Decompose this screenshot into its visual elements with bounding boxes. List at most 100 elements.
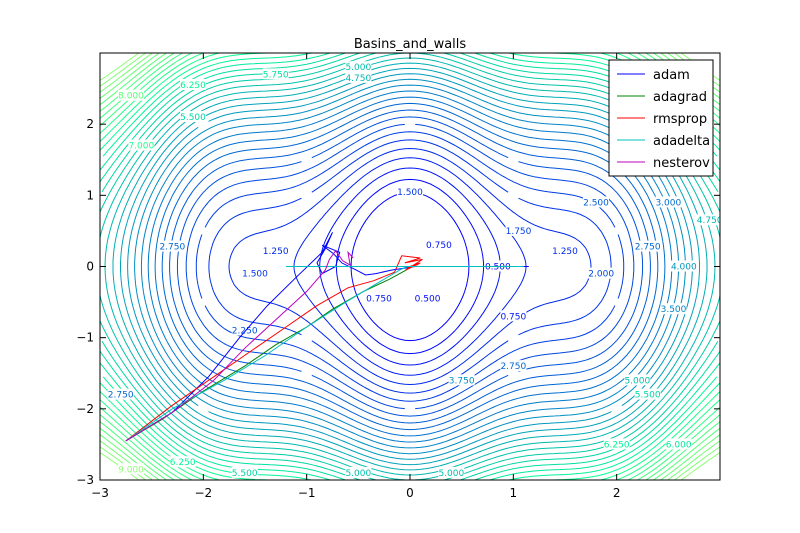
- contour-label: 5.000: [624, 376, 650, 386]
- legend: adam adagrad rmsprop adadelta nesterov: [608, 59, 714, 177]
- contour-label: 2.750: [500, 362, 526, 372]
- contour-label: 1.250: [552, 247, 578, 257]
- series-line-rmsprop: [125, 255, 423, 442]
- contour-label-background: [665, 438, 692, 450]
- contour-line: [335, 178, 485, 355]
- contour-label-background: [670, 260, 697, 272]
- contour-label-background: [345, 61, 372, 73]
- y-tick-label: −2: [76, 402, 94, 416]
- contour-label-background: [397, 185, 423, 197]
- contour-label: 8.000: [118, 92, 144, 102]
- contour-label-background: [505, 224, 532, 236]
- contour-label: 5.500: [232, 469, 258, 479]
- contour-label-background: [696, 214, 720, 226]
- contour-label: 2.750: [635, 243, 661, 253]
- contour-label-background: [180, 79, 206, 91]
- contour-label: 2.750: [159, 243, 185, 253]
- x-tick-label: −1: [298, 486, 316, 500]
- contour-label: 5.500: [635, 391, 661, 401]
- contour-line: [161, 102, 659, 431]
- y-tick-label: −1: [76, 331, 94, 345]
- contour-label-background: [118, 89, 144, 101]
- contour-label-background: [634, 240, 661, 252]
- contour-line: [195, 131, 625, 402]
- contour-label-background: [118, 463, 144, 475]
- contour-label-background: [583, 196, 609, 208]
- contour-line: [319, 167, 501, 366]
- contour-label: 4.000: [671, 263, 697, 273]
- contour-label: 5.000: [345, 469, 371, 479]
- contour-label: 1.500: [397, 188, 423, 198]
- contour-label: 0.750: [366, 295, 392, 305]
- legend-label-nesterov: nesterov: [653, 156, 710, 171]
- contour-line: [208, 139, 612, 394]
- contour-label-background: [500, 360, 527, 372]
- contour-label-background: [180, 111, 206, 123]
- contour-label: 2.500: [583, 198, 609, 208]
- series-line-adadelta: [125, 266, 524, 442]
- contour-label: 5.750: [263, 70, 289, 80]
- x-tick-label: 1: [510, 486, 518, 500]
- contour-label-background: [500, 310, 527, 322]
- chart-title: Basins_and_walls: [354, 37, 467, 52]
- contour-label-background: [262, 68, 289, 80]
- contour-label-background: [660, 303, 687, 315]
- legend-label-adadelta: adadelta: [653, 134, 710, 149]
- contour-label-background: [366, 292, 392, 304]
- contour-label-background: [345, 71, 372, 83]
- contour-label: 3.500: [661, 305, 687, 315]
- contour-label-background: [448, 374, 475, 386]
- legend-label-adagrad: adagrad: [653, 90, 707, 105]
- contour-label-background: [159, 240, 186, 252]
- contour-label: 2.000: [588, 270, 614, 280]
- contour-label: 0.500: [485, 263, 511, 273]
- contour-label-background: [624, 374, 651, 386]
- x-tick-label: 0: [406, 486, 414, 500]
- x-tick-label: −3: [91, 486, 109, 500]
- contour-label-background: [425, 239, 452, 251]
- contour-label: 4.750: [697, 216, 723, 226]
- contour-label-background: [655, 196, 682, 208]
- contour-line: [169, 109, 651, 424]
- legend-label-rmsprop: rmsprop: [653, 112, 707, 127]
- series-layer: [125, 232, 529, 442]
- contour-label: 1.750: [506, 227, 532, 237]
- contour-label-background: [231, 466, 258, 478]
- contour-label-background: [603, 438, 630, 450]
- contour-label-background: [107, 388, 134, 400]
- contour-label-background: [128, 139, 155, 151]
- contour-label: 9.000: [118, 465, 144, 475]
- contour-line: [176, 116, 644, 417]
- series-line-nesterov: [125, 249, 354, 442]
- contour-label-background: [438, 466, 465, 478]
- y-tick-label: 2: [86, 117, 94, 131]
- contour-label: 3.000: [655, 198, 681, 208]
- contour-label: 6.250: [170, 458, 196, 468]
- contour-label: 7.000: [128, 142, 154, 152]
- axis-ticks: −3 −2 −1 0 1 2 −3 −2 −1 0 1 2: [76, 53, 720, 500]
- contour-label-background: [231, 324, 258, 336]
- contour-label: 6.250: [180, 81, 206, 91]
- contour-label: 0.750: [500, 312, 526, 322]
- contour-label-background: [414, 292, 441, 304]
- y-tick-label: 1: [86, 188, 94, 202]
- contour-label: 1.500: [242, 270, 268, 280]
- contour-label: 3.750: [449, 376, 475, 386]
- y-tick-label: −3: [76, 473, 94, 487]
- contour-label: 5.000: [345, 63, 371, 73]
- contour-label: 6.000: [666, 440, 692, 450]
- contour-label: 0.750: [426, 241, 452, 251]
- contour-label: 6.250: [604, 440, 630, 450]
- contour-line: [185, 123, 635, 410]
- contour-label: 1.250: [263, 247, 289, 257]
- contour-label-layer: 2.750 1.250 1.500 0.750 0.750 0.500 0.500 0.750…: [107, 61, 723, 479]
- contour-label-background: [242, 267, 268, 279]
- x-tick-label: −2: [194, 486, 212, 500]
- contour-label: 4.750: [345, 74, 371, 84]
- contour-label: 5.500: [180, 113, 206, 123]
- contour-label-background: [552, 244, 578, 256]
- contour-label-background: [262, 244, 289, 256]
- contour-line: [154, 96, 666, 437]
- contour-label-background: [345, 466, 372, 478]
